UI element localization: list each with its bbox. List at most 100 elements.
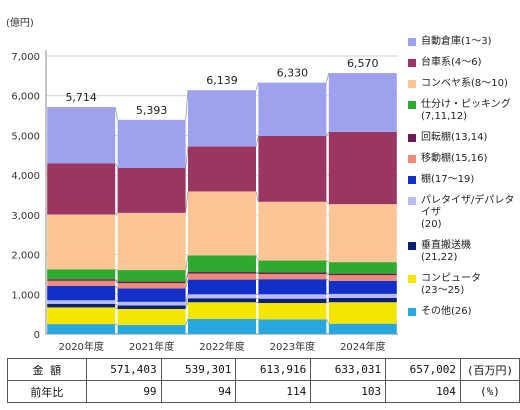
connector-line: [115, 323, 118, 326]
total-label: 6,330: [277, 67, 309, 80]
legend-label: その他(26): [421, 306, 472, 317]
amount-2023: 633,031: [310, 358, 387, 381]
x-tick-label: 2021年度: [129, 340, 174, 353]
bar-segment: [258, 279, 327, 295]
legend-swatch: [408, 59, 416, 67]
connector-line: [255, 255, 259, 261]
legend-label: コンベヤ系(8〜10): [421, 78, 508, 89]
bar-segment: [188, 298, 256, 303]
bar-segment: [188, 318, 256, 334]
connector-line: [326, 72, 330, 83]
legend-item: 移動棚(15,16): [408, 153, 520, 165]
yoy-unit: (%): [459, 380, 520, 403]
total-label: 5,393: [136, 104, 168, 117]
connector-line: [185, 255, 189, 271]
bar-segment: [188, 273, 256, 280]
total-label: 6,570: [347, 57, 379, 70]
connector-line: [114, 285, 118, 289]
legend-swatch: [408, 242, 416, 250]
bar-segment: [117, 167, 186, 213]
connector-line: [185, 146, 189, 169]
x-tick-label: 2022年度: [199, 340, 244, 353]
bar-segment: [328, 297, 397, 303]
y-tick-label: 7,000: [11, 52, 40, 63]
y-tick-label: 5,000: [11, 131, 40, 142]
amount-2022: 613,916: [235, 358, 312, 381]
bar-segment: [328, 275, 397, 281]
bar-segment: [188, 272, 256, 274]
connector-line: [114, 163, 118, 169]
bar-segment: [328, 273, 397, 276]
connector-line: [114, 278, 118, 282]
yoy-2020: 99: [85, 380, 162, 403]
bar-segment: [117, 288, 186, 302]
bar-segment: [258, 274, 327, 280]
connector-line: [115, 268, 118, 271]
bar-segment: [117, 119, 186, 168]
legend-label: コンピュータ (23〜25): [421, 273, 481, 296]
bar-segment: [117, 283, 186, 289]
bar-segment: [47, 269, 116, 280]
legend-item: 垂直搬送機 (21,22): [408, 240, 520, 264]
legend-item: 自動倉庫(1〜3): [408, 36, 520, 48]
bar-segment: [188, 146, 256, 192]
bar-segment: [117, 281, 186, 284]
bar-segment: [47, 214, 116, 270]
legend-swatch: [408, 134, 416, 142]
connector-line: [326, 319, 330, 324]
y-tick-label: 3,000: [11, 211, 40, 222]
amount-2021: 539,301: [160, 358, 237, 381]
connector-line: [114, 212, 118, 215]
connector-line: [255, 82, 259, 91]
bar-segment: [117, 270, 186, 282]
connector-line: [326, 131, 330, 137]
stacked-bar-chart: 0 1,000 2,000 3,000 4,000 5,000 6,000 7,000 (億円)…: [6, 16, 398, 353]
table-row-yoy: 前年比 99 94 114 103 104 (%): [7, 380, 520, 403]
bar-segment: [328, 73, 397, 132]
connector-line: [326, 273, 329, 276]
legend-item: 回転棚(13,14): [408, 132, 520, 144]
bar-segment: [328, 280, 397, 294]
bar-segment: [328, 293, 397, 298]
bar-segment: [47, 279, 116, 281]
legend-item: 台車系(4〜6): [408, 57, 520, 69]
bar-segment: [258, 272, 327, 275]
total-label: 5,714: [65, 91, 97, 104]
bar-segment: [117, 301, 186, 306]
y-tick-label: 0: [34, 330, 40, 341]
x-tick-label: 2020年度: [58, 340, 103, 353]
bar-segment: [47, 280, 116, 286]
row-header-amount: 金 額: [7, 358, 87, 381]
legend-swatch: [408, 80, 416, 88]
yoy-2024: 104: [385, 380, 461, 403]
y-tick-label: 6,000: [11, 92, 40, 103]
connector-line: [326, 297, 329, 300]
connector-line: [185, 302, 189, 310]
bar-segment: [328, 131, 397, 205]
legend-label: 回転棚(13,14): [421, 132, 488, 143]
bar-segment: [258, 319, 327, 334]
legend-label: 棚(17〜19): [421, 174, 475, 185]
connector-line: [185, 279, 189, 289]
bar-segment: [47, 300, 116, 304]
legend-swatch: [408, 176, 416, 184]
connector-line: [326, 260, 330, 263]
legend-item: コンピュータ (23〜25): [408, 273, 520, 297]
yoy-2023: 103: [310, 380, 387, 403]
bar-segment: [47, 303, 116, 308]
table-row-amount: 金 額 571,403 539,301 613,916 633,031 657,…: [7, 358, 520, 381]
bar-segment: [47, 107, 116, 164]
bar-segment: [328, 302, 397, 324]
connector-line: [326, 272, 329, 274]
amount-2020: 571,403: [85, 358, 162, 381]
bar-segment: [47, 324, 116, 334]
total-label: 6,139: [206, 74, 238, 87]
legend-swatch: [408, 308, 416, 316]
bar-segment: [117, 308, 186, 325]
legend-label: 垂直搬送機 (21,22): [421, 240, 471, 263]
bar-segment: [258, 294, 327, 299]
connector-line: [185, 271, 189, 282]
amount-unit: (百万円): [459, 358, 520, 381]
legend-swatch: [408, 275, 416, 283]
connector-line: [326, 278, 330, 282]
